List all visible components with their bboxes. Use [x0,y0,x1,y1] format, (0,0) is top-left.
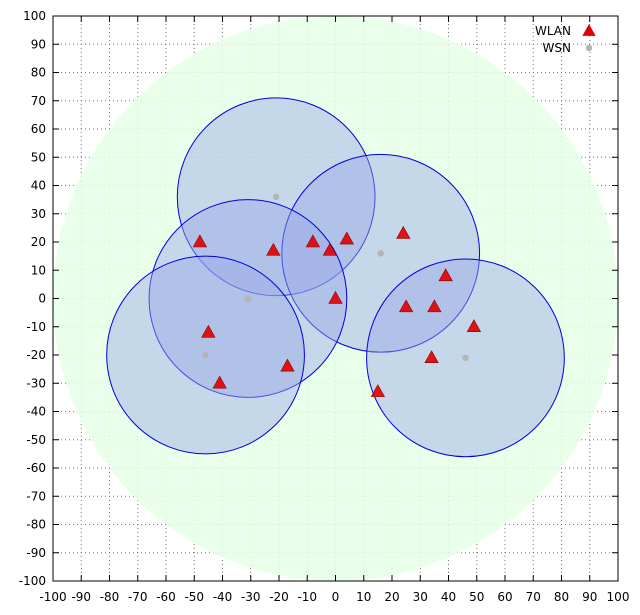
wsn-point [202,351,209,359]
wlan-point [427,299,442,313]
y-tick-label: 50 [31,150,46,164]
wsn-point [272,193,280,200]
x-tick-label: -20 [269,590,289,604]
wlan-point [305,234,321,248]
wlan-point [396,225,411,239]
x-tick-label: -80 [100,590,120,604]
x-tick-label: -10 [297,590,317,604]
y-tick-label: 90 [31,37,46,51]
x-tick-label: 60 [497,590,512,604]
wlan-point [466,319,482,332]
y-tick-label: 10 [31,263,46,277]
x-tick-label: 20 [384,590,399,604]
y-tick-label: 0 [38,292,46,306]
wlan-point [192,234,208,248]
legend-label-wlan: WLAN [535,24,571,38]
wsn-point [244,295,252,302]
y-tick-label: 30 [31,207,46,221]
y-tick-label: -30 [26,376,46,390]
x-tick-label: -30 [241,590,261,604]
x-axis-ticks: -100 -90 -80 -70 -60 -50 -40 -30 -20 -10 0 10 20 30 40… [39,16,629,604]
wsn-point [462,354,469,362]
legend-marker-wlan [582,24,596,36]
y-tick-label: -20 [26,348,46,362]
y-tick-label: -40 [26,405,46,419]
x-tick-label: -60 [156,590,176,604]
wlan-point [280,358,295,372]
x-tick-label: 80 [554,590,569,604]
y-tick-label: 60 [31,122,46,136]
wlan-point [370,384,386,397]
wsn-point [377,250,384,257]
wlan-point [201,324,216,338]
y-tick-label: -10 [26,320,46,334]
legend-marker-wsn [585,44,593,52]
x-tick-label: -100 [39,590,66,604]
legend-label-wsn: WSN [543,41,571,55]
x-tick-label: 40 [441,590,456,604]
wlan-point [398,299,414,313]
x-tick-label: 50 [469,590,484,604]
y-tick-label: 40 [31,179,46,193]
y-tick-label: -60 [26,461,46,475]
y-tick-label: -80 [26,518,46,532]
wlan-point [339,231,354,245]
x-tick-label: 0 [332,590,340,604]
legend: WLAN WSN [535,24,596,55]
wlan-point [212,375,227,389]
y-tick-label: -100 [19,574,46,588]
x-tick-label: 100 [607,590,630,604]
wlan-point [438,268,453,282]
x-tick-label: -50 [184,590,204,604]
x-tick-label: -90 [71,590,91,604]
data-points [192,193,482,397]
x-tick-label: -40 [213,590,233,604]
wlan-point [322,242,338,256]
y-tick-label: 100 [23,9,46,23]
y-tick-label: -70 [26,489,46,503]
x-tick-label: 90 [582,590,597,604]
y-tick-label: -90 [26,546,46,560]
y-axis-ticks: -100-90-80-70-60-50-40-30-20-10010203040… [19,9,618,588]
wlan-point [328,290,343,304]
y-tick-label: 20 [31,235,46,249]
y-tick-label: 70 [31,94,46,108]
wlan-point [424,350,439,364]
y-tick-label: 80 [31,66,46,80]
x-tick-label: 70 [526,590,541,604]
y-tick-label: -50 [26,433,46,447]
wlan-point [266,242,281,256]
x-tick-label: 10 [356,590,371,604]
x-tick-label: -70 [128,590,148,604]
x-tick-label: 30 [413,590,428,604]
